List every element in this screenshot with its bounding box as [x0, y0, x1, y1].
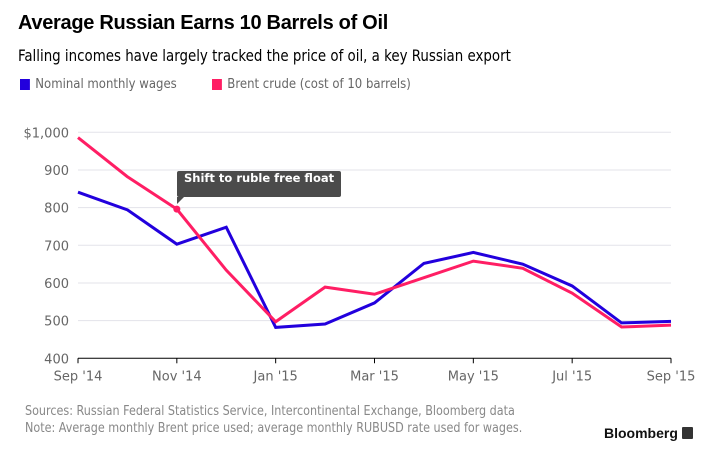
bloomberg-logo: Bloomberg [604, 425, 693, 441]
legend-swatch-brent [212, 79, 222, 90]
legend-item-brent: Brent crude (cost of 10 barrels) [212, 77, 411, 92]
y-tick-label: $1,000 [24, 126, 70, 141]
chart-title: Average Russian Earns 10 Barrels of Oil [18, 12, 388, 34]
annotation-free-float: Shift to ruble free float [177, 171, 342, 204]
series-line-wages [77, 190, 672, 329]
y-tick-label: 900 [44, 164, 69, 179]
x-tick-label: Jan '15 [253, 369, 298, 384]
sources-text: Sources: Russian Federal Statistics Serv… [25, 404, 515, 419]
legend-label-wages: Nominal monthly wages [35, 77, 177, 92]
x-tick-label: Nov '14 [152, 369, 202, 384]
series-line-brent [77, 136, 672, 329]
chart-subtitle: Falling incomes have largely tracked the… [18, 46, 511, 65]
legend-item-wages: Nominal monthly wages [20, 77, 177, 92]
x-tick-label: Jul '15 [551, 369, 592, 384]
legend-label-brent: Brent crude (cost of 10 barrels) [227, 77, 411, 92]
x-tick-label: Sep '14 [54, 369, 103, 384]
annotation-marker [173, 205, 181, 213]
y-tick-label: 700 [44, 239, 69, 254]
bloomberg-logo-icon [681, 427, 693, 439]
x-tick-label: May '15 [448, 369, 499, 384]
y-tick-label: 400 [44, 352, 69, 367]
x-tick-label: Mar '15 [350, 369, 399, 384]
x-tick-label: Sep '15 [647, 369, 696, 384]
legend-swatch-wages [20, 79, 30, 90]
y-tick-label: 800 [44, 202, 69, 217]
y-tick-label: 500 [44, 315, 69, 330]
note-text: Note: Average monthly Brent price used; … [25, 421, 523, 436]
bloomberg-logo-text: Bloomberg [604, 425, 678, 441]
y-tick-label: 600 [44, 277, 69, 292]
